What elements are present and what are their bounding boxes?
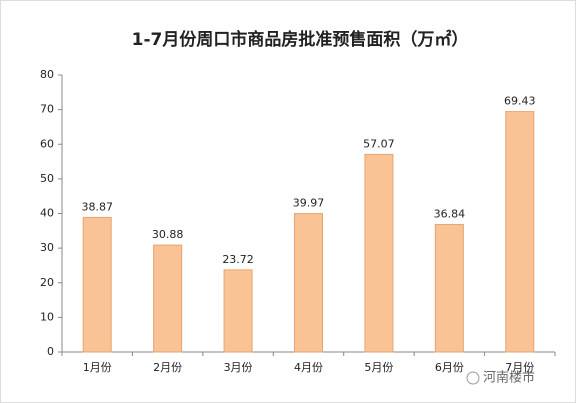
y-tick-label: 10: [40, 310, 54, 323]
x-tick-label: 3月份: [224, 361, 253, 374]
y-tick-label: 70: [40, 103, 54, 116]
data-label: 30.88: [152, 228, 184, 241]
x-tick-label: 6月份: [435, 361, 464, 374]
y-tick-label: 40: [40, 207, 54, 220]
y-tick-label: 30: [40, 241, 54, 254]
watermark: 河南楼市: [483, 370, 535, 386]
x-tick-label: 2月份: [153, 361, 182, 374]
x-tick-label: 1月份: [83, 361, 112, 374]
bar: [82, 216, 112, 353]
data-label: 39.97: [293, 197, 325, 210]
chart-title: 1-7月份周口市商品房批准预售面积（万㎡）: [132, 29, 469, 50]
bar: [223, 269, 253, 353]
y-tick-label: 20: [40, 276, 54, 289]
bar: [505, 111, 535, 353]
logo-icon: [466, 371, 480, 385]
data-label: 69.43: [504, 95, 536, 108]
bar: [434, 223, 464, 353]
bar: [153, 244, 183, 353]
x-tick-label: 4月份: [294, 361, 323, 374]
bar: [294, 213, 323, 353]
x-tick-label: 7月份: [505, 361, 534, 374]
x-tick-label: 5月份: [364, 361, 393, 374]
y-tick-label: 80: [40, 68, 54, 81]
data-label: 23.72: [222, 253, 254, 266]
data-label: 57.07: [363, 137, 395, 150]
data-label: 36.84: [434, 207, 466, 220]
data-label: 38.87: [81, 200, 113, 213]
y-tick-label: 50: [40, 172, 54, 185]
y-tick-label: 60: [40, 137, 54, 150]
bar: [364, 153, 394, 353]
y-tick-label: 0: [47, 345, 54, 358]
